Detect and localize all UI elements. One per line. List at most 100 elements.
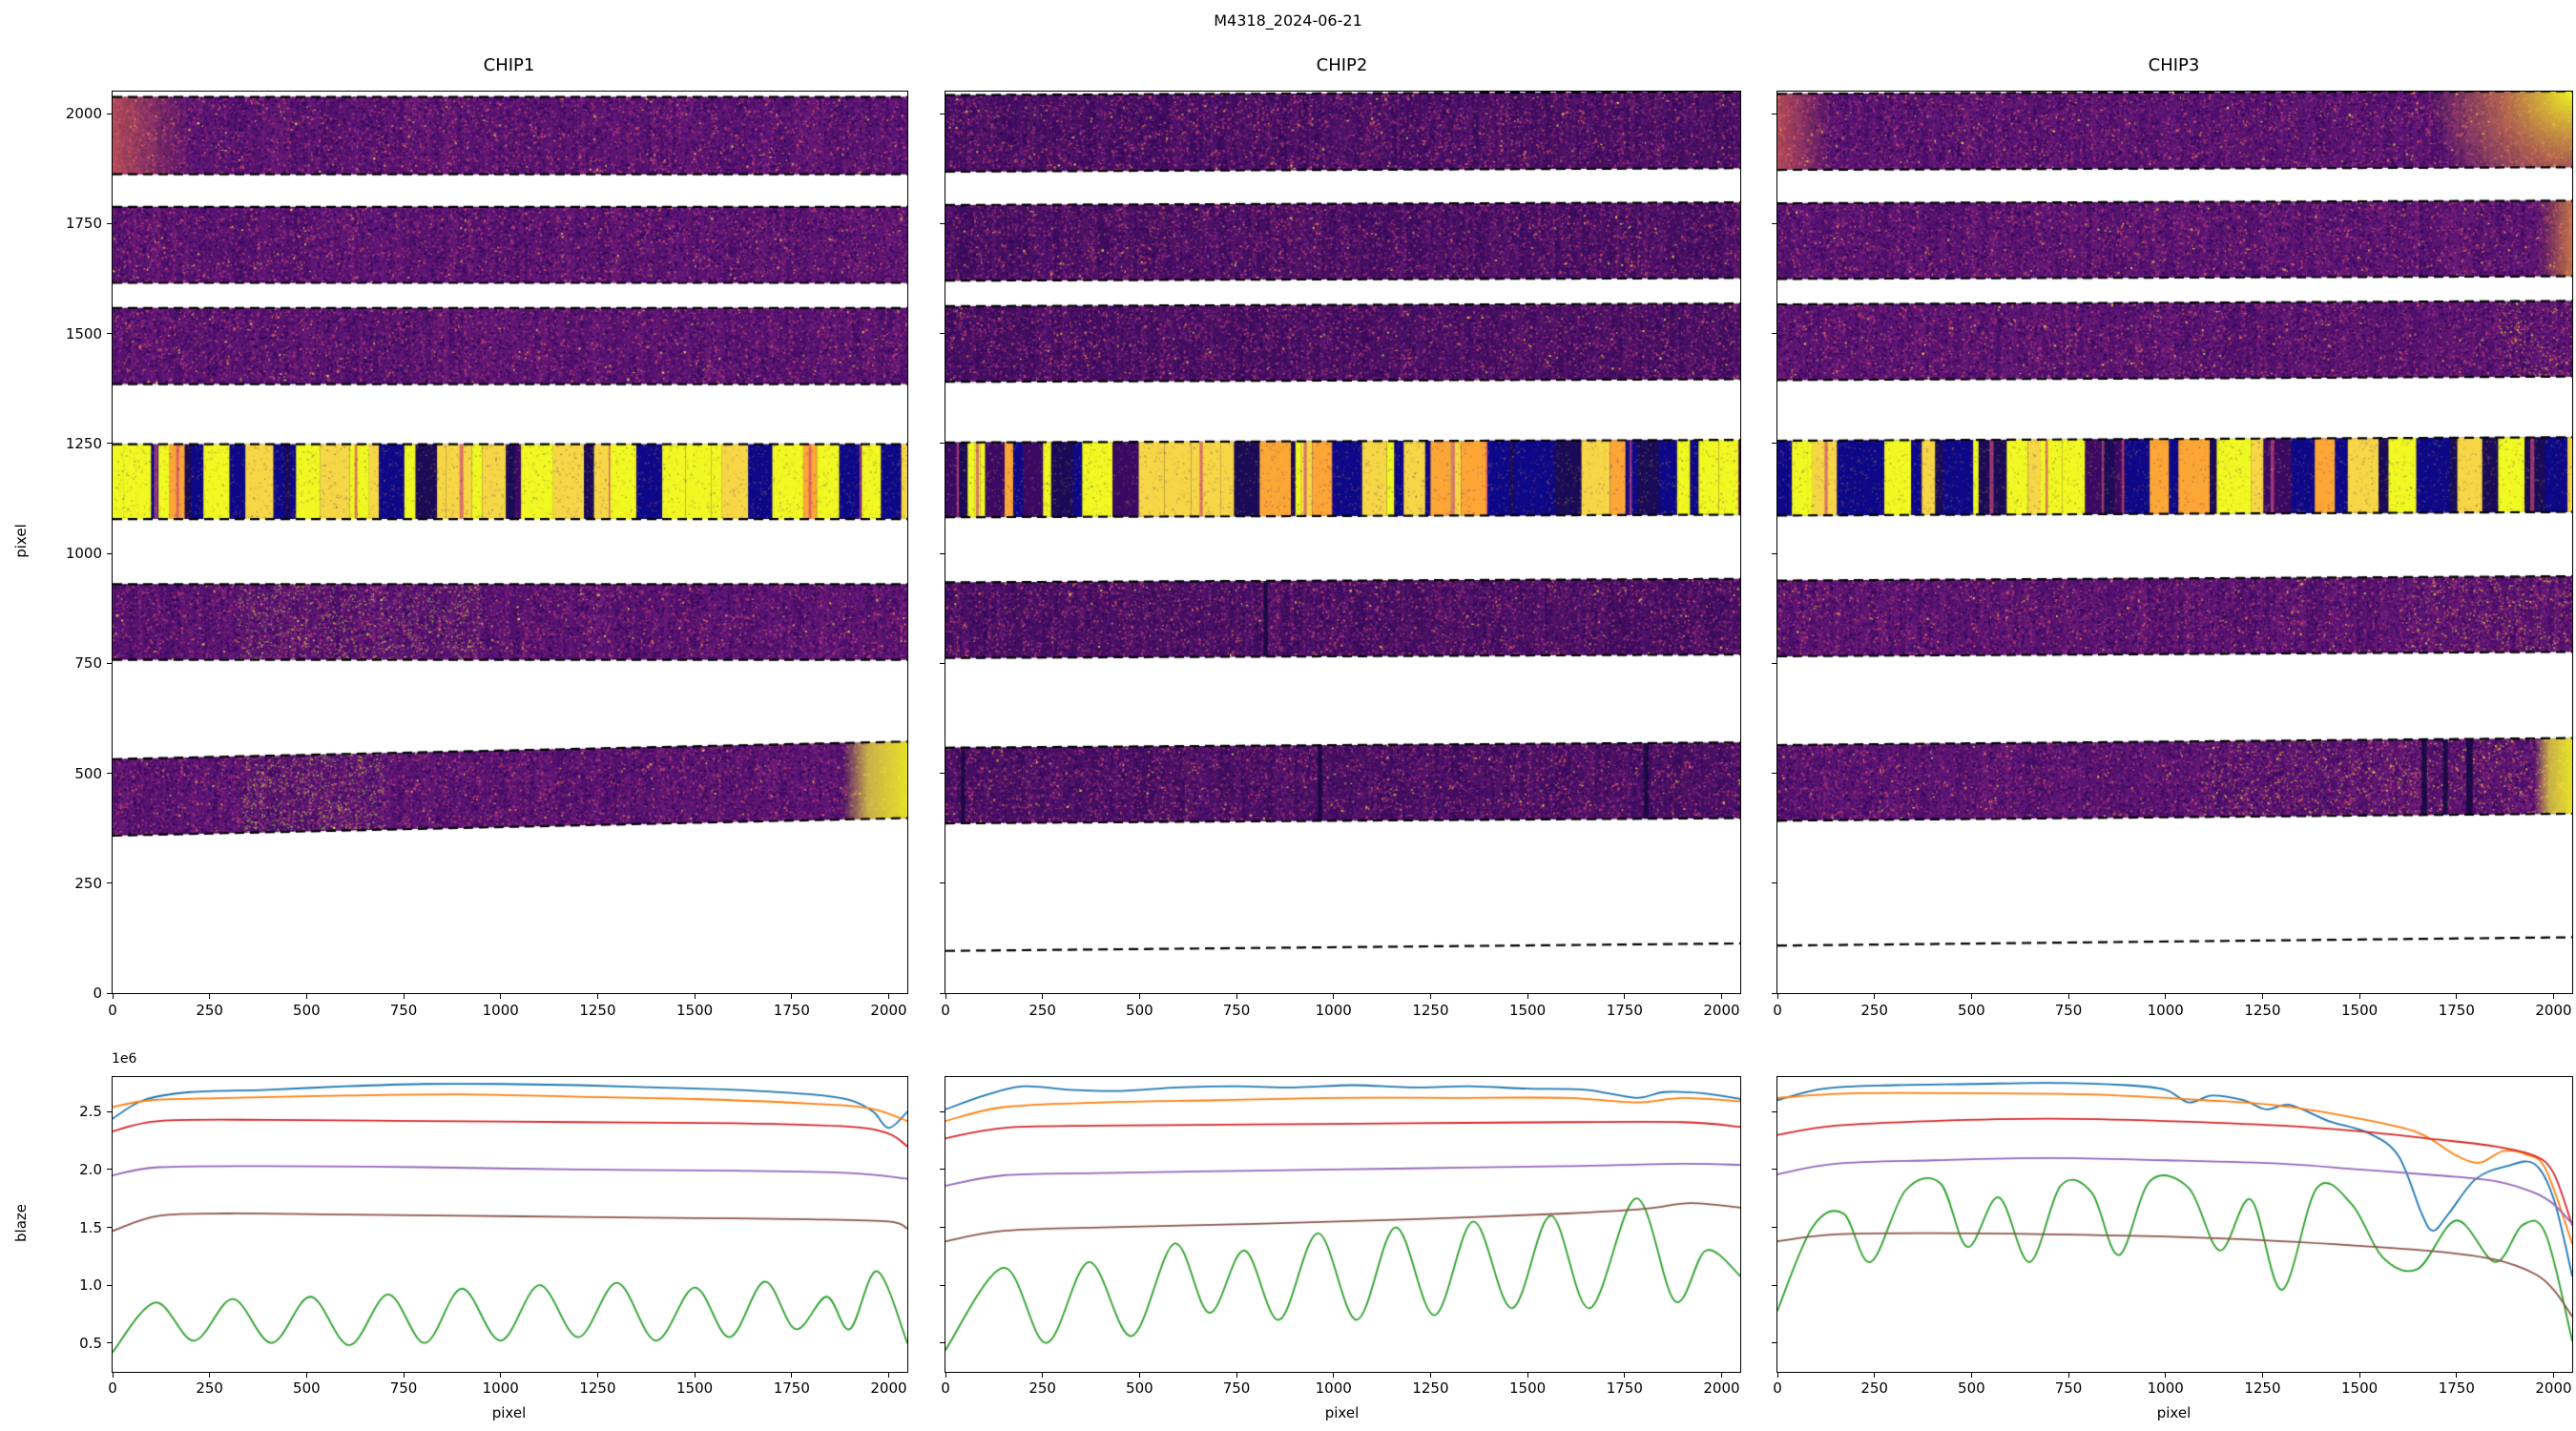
- blaze-x-tick: [1776, 1373, 1778, 1378]
- blaze-x-tick-label: 1750: [773, 1379, 810, 1397]
- chip1-detector-image: [113, 92, 907, 993]
- detector-x-tick: [2067, 994, 2069, 999]
- detector-x-tick: [887, 994, 889, 999]
- blaze-x-tick-label: 1250: [579, 1379, 616, 1397]
- chip1-blaze-x-axis-label: pixel: [491, 1404, 527, 1421]
- detector-x-tick: [209, 994, 211, 999]
- blaze-x-tick: [945, 1373, 946, 1378]
- chip2-blaze-plot: [945, 1077, 1740, 1372]
- detector-x-tick: [1624, 994, 1626, 999]
- blaze-x-tick: [1429, 1373, 1431, 1378]
- blaze-x-tick: [2358, 1373, 2360, 1378]
- chip3-title: CHIP3: [2148, 55, 2200, 75]
- detector-y-tick: [107, 333, 112, 335]
- blaze-y-tick: [107, 1227, 112, 1229]
- blaze-x-tick-label: 0: [108, 1379, 117, 1397]
- detector-x-tick: [1236, 994, 1237, 999]
- blaze-y-tick: [940, 1110, 945, 1112]
- detector-y-tick: [107, 773, 112, 774]
- blaze-x-tick: [305, 1373, 307, 1378]
- blaze-y-tick-label: 2.0: [79, 1160, 102, 1178]
- chip3-detector-panel: [1776, 91, 2573, 994]
- blaze-x-tick: [1970, 1373, 1972, 1378]
- detector-y-axis-label: pixel: [12, 524, 30, 558]
- detector-x-tick-label: 500: [293, 1002, 321, 1019]
- detector-x-tick: [1720, 994, 1722, 999]
- detector-x-tick: [1776, 994, 1778, 999]
- blaze-offset-label: 1e6: [112, 1051, 137, 1067]
- chip2-blaze-panel: [945, 1076, 1741, 1373]
- blaze-x-tick: [403, 1373, 405, 1378]
- blaze-x-tick-label: 1000: [2147, 1379, 2184, 1397]
- detector-y-tick-label: 1500: [65, 324, 102, 342]
- detector-x-tick-label: 0: [1773, 1002, 1782, 1019]
- detector-x-tick: [1333, 994, 1335, 999]
- chip1-blaze-panel: [112, 1076, 908, 1373]
- detector-y-tick: [1772, 773, 1776, 774]
- blaze-x-tick: [1138, 1373, 1140, 1378]
- blaze-x-tick: [500, 1373, 502, 1378]
- detector-x-tick: [791, 994, 793, 999]
- blaze-x-tick-label: 1500: [676, 1379, 714, 1397]
- detector-y-tick: [1772, 882, 1776, 884]
- detector-x-tick-label: 1500: [2341, 1002, 2379, 1019]
- detector-x-tick-label: 1000: [1315, 1002, 1352, 1019]
- blaze-y-tick-label: 0.5: [79, 1334, 102, 1352]
- detector-y-tick-label: 0: [93, 985, 102, 1002]
- detector-x-tick: [1138, 994, 1140, 999]
- detector-x-tick: [500, 994, 502, 999]
- chip2-detector-image: [945, 92, 1740, 993]
- blaze-x-tick: [2552, 1373, 2554, 1378]
- blaze-x-tick: [1527, 1373, 1528, 1378]
- blaze-x-tick: [1874, 1373, 1876, 1378]
- blaze-y-tick: [1772, 1110, 1776, 1112]
- blaze-y-tick-label: 1.0: [79, 1276, 102, 1295]
- blaze-y-tick: [940, 1284, 945, 1286]
- blaze-y-tick-label: 1.5: [79, 1218, 102, 1236]
- blaze-x-tick: [112, 1373, 114, 1378]
- detector-y-tick: [1772, 443, 1776, 445]
- blaze-x-tick-label: 1750: [2438, 1379, 2475, 1397]
- detector-y-tick: [107, 443, 112, 445]
- blaze-y-tick-label: 2.5: [79, 1103, 102, 1121]
- chip2-title: CHIP2: [1316, 55, 1368, 75]
- detector-x-tick: [596, 994, 598, 999]
- blaze-y-tick: [107, 1284, 112, 1286]
- detector-x-tick: [694, 994, 696, 999]
- blaze-y-tick: [107, 1342, 112, 1344]
- blaze-x-tick-label: 250: [196, 1379, 223, 1397]
- blaze-y-tick: [1772, 1169, 1776, 1171]
- blaze-x-tick: [2456, 1373, 2458, 1378]
- blaze-x-tick: [1624, 1373, 1626, 1378]
- detector-y-tick: [107, 992, 112, 994]
- blaze-x-tick-label: 500: [1126, 1379, 1153, 1397]
- blaze-x-tick-label: 1250: [1412, 1379, 1449, 1397]
- detector-x-tick: [1429, 994, 1431, 999]
- detector-y-tick-label: 1250: [65, 434, 102, 452]
- blaze-y-tick: [1772, 1284, 1776, 1286]
- detector-x-tick: [403, 994, 405, 999]
- blaze-x-tick: [2165, 1373, 2167, 1378]
- detector-y-tick: [1772, 662, 1776, 664]
- blaze-x-tick-label: 2000: [1703, 1379, 1740, 1397]
- blaze-y-tick: [940, 1169, 945, 1171]
- detector-x-tick-label: 1250: [579, 1002, 616, 1019]
- blaze-x-tick-label: 1000: [482, 1379, 519, 1397]
- detector-x-tick-label: 2000: [2535, 1002, 2572, 1019]
- blaze-x-tick-label: 1000: [1315, 1379, 1352, 1397]
- detector-y-tick: [940, 552, 945, 554]
- detector-x-tick: [2165, 994, 2167, 999]
- blaze-x-tick-label: 750: [1222, 1379, 1251, 1397]
- blaze-x-tick-label: 750: [2054, 1379, 2083, 1397]
- blaze-x-tick: [1042, 1373, 1044, 1378]
- blaze-x-tick-label: 0: [1773, 1379, 1782, 1397]
- detector-y-tick: [940, 992, 945, 994]
- chip1-detector-panel: [112, 91, 908, 994]
- blaze-x-tick: [1333, 1373, 1335, 1378]
- detector-x-tick-label: 1750: [2438, 1002, 2475, 1019]
- blaze-x-tick: [1236, 1373, 1237, 1378]
- detector-x-tick: [305, 994, 307, 999]
- detector-y-tick: [940, 333, 945, 335]
- blaze-x-tick-label: 2000: [2535, 1379, 2572, 1397]
